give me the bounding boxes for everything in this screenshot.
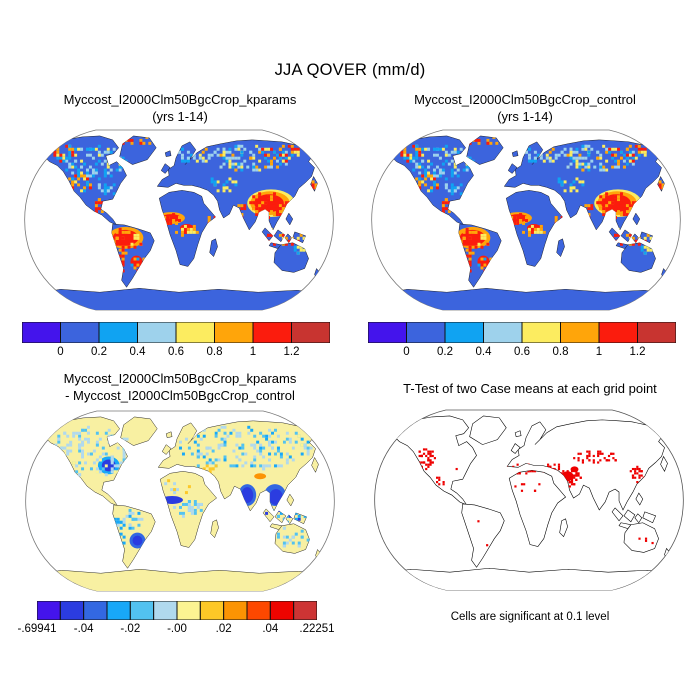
colorbar-kparams: 0 0.2 0.4 0.6 0.8 1 1.2 — [22, 322, 330, 360]
panel-ttest-title: T-Test of two Case means at each grid po… — [370, 381, 690, 398]
colorbar-tick-label: 0 — [57, 346, 64, 358]
panel-kparams-title-line1: Myccost_I2000Clm50BgcCrop_kparams — [63, 92, 297, 107]
colorbar-tick-label: -.04 — [73, 623, 94, 635]
colorbar-difference: -.69941 -.04 -.02 -.00 .02 .04 .22251 — [17, 601, 335, 637]
map-kparams — [20, 127, 338, 313]
colorbar-tick-label: 1.2 — [629, 346, 646, 358]
colorbar-tick-label: .22251 — [299, 623, 335, 635]
panel-difference-title-line2: - Myccost_I2000Clm50BgcCrop_control — [65, 387, 295, 403]
colorbar-tick-label: 0 — [403, 346, 410, 358]
map-ttest — [370, 407, 688, 593]
colorbar-tick-label: 0.2 — [437, 346, 453, 358]
colorbar-tick-label: 0.8 — [552, 346, 569, 358]
panel-difference-title-line1: Myccost_I2000Clm50BgcCrop_kparams — [63, 371, 297, 386]
figure-title: JJA QOVER (mm/d) — [274, 61, 426, 79]
colorbar-tick-label: 0.2 — [91, 346, 107, 358]
colorbar-control: 0 0.2 0.4 0.6 0.8 1 1.2 — [368, 322, 676, 360]
ttest-caption: Cells are significant at 0.1 level — [450, 611, 610, 623]
colorbar-tick-label: .04 — [262, 623, 279, 635]
colorbar-tick-label: -.00 — [167, 623, 187, 635]
panel-control-title-line2: (yrs 1-14) — [497, 108, 553, 124]
panel-ttest-title-line1: T-Test of two Case means at each grid po… — [403, 381, 657, 396]
colorbar-tick-label: 0.8 — [206, 346, 223, 358]
colorbar-tick-label: -.02 — [120, 623, 141, 635]
colorbar-tick-label: 0.6 — [514, 346, 530, 358]
colorbar-tick-label: 0.4 — [129, 346, 146, 358]
panel-control-title-line1: Myccost_I2000Clm50BgcCrop_control — [414, 92, 636, 107]
panel-difference-title: Myccost_I2000Clm50BgcCrop_kparams - Mycco… — [20, 371, 340, 404]
colorbar-tick-label: .02 — [215, 623, 232, 635]
colorbar-tick-label: 1 — [249, 346, 257, 358]
panel-kparams-title-line2: (yrs 1-14) — [152, 108, 208, 124]
colorbar-tick-label: 0.4 — [475, 346, 492, 358]
colorbar-tick-label: -.69941 — [17, 623, 57, 635]
panel-control-title: Myccost_I2000Clm50BgcCrop_control (yrs 1-… — [365, 92, 685, 125]
colorbar-tick-label: 1 — [595, 346, 603, 358]
map-difference — [21, 408, 339, 594]
colorbar-tick-label: 1.2 — [283, 346, 300, 358]
map-control — [367, 127, 685, 313]
colorbar-tick-label: 0.6 — [168, 346, 184, 358]
panel-kparams-title: Myccost_I2000Clm50BgcCrop_kparams (yrs 1-… — [20, 92, 340, 125]
